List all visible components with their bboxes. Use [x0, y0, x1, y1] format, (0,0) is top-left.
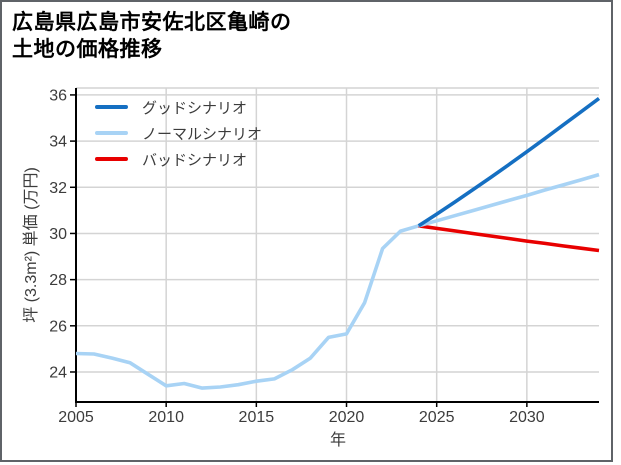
- y-tick-label-32: 32: [49, 180, 67, 197]
- legend-item-bad: バッドシナリオ: [95, 146, 262, 172]
- chart-title-line1: 広島県広島市安佐北区亀崎の: [12, 11, 292, 34]
- legend-label-bad: バッドシナリオ: [142, 151, 248, 169]
- legend-item-good: グッドシナリオ: [95, 94, 262, 120]
- y-tick-label-36: 36: [49, 87, 67, 104]
- legend-swatch-good: [95, 105, 128, 109]
- y-tick-label-30: 30: [49, 226, 67, 243]
- legend-label-good: グッドシナリオ: [142, 99, 248, 117]
- y-tick-label-26: 26: [49, 318, 67, 335]
- y-tick-label-28: 28: [49, 272, 67, 289]
- legend-item-normal: ノーマルシナリオ: [95, 120, 262, 146]
- x-tick-label-2020: 2020: [329, 409, 365, 426]
- x-axis-label: 年: [329, 432, 347, 449]
- legend-swatch-normal: [95, 131, 128, 135]
- chart-title: 広島県広島市安佐北区亀崎の 土地の価格推移: [12, 10, 292, 64]
- x-tick-label-2030: 2030: [509, 409, 545, 426]
- legend-label-normal: ノーマルシナリオ: [142, 125, 263, 143]
- chart-title-line2: 土地の価格推移: [12, 37, 163, 61]
- legend-swatch-bad: [95, 157, 128, 161]
- series-line-bad: [418, 224, 600, 253]
- x-tick-label-2015: 2015: [239, 409, 275, 426]
- y-tick-label-34: 34: [49, 134, 67, 151]
- series-line-good: [417, 96, 601, 228]
- y-axis-label: 坪 (3.3m²) 単価 (万円): [23, 167, 40, 323]
- x-tick-label-2010: 2010: [148, 409, 184, 426]
- y-tick-label-24: 24: [49, 364, 67, 381]
- x-tick-label-2025: 2025: [419, 409, 455, 426]
- chart-legend: グッドシナリオ ノーマルシナリオ バッドシナリオ: [95, 94, 262, 172]
- x-tick-label-2005: 2005: [58, 409, 94, 426]
- series-line-normal: [418, 172, 600, 228]
- series-line-historical: [75, 224, 420, 390]
